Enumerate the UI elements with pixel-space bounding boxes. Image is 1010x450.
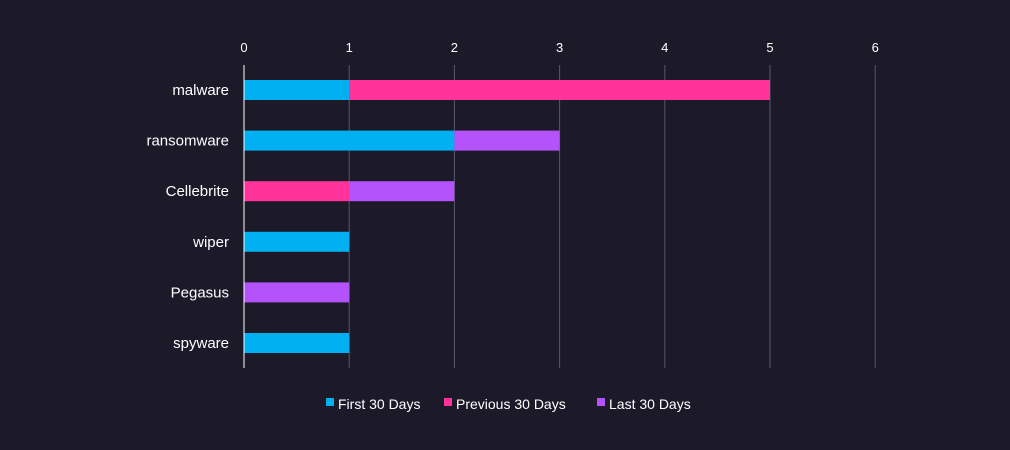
category-label: Cellebrite <box>166 183 229 200</box>
bar-malware-series-1 <box>244 80 350 100</box>
bars <box>244 80 770 353</box>
legend-swatch <box>444 398 452 406</box>
category-label: malware <box>172 82 229 99</box>
x-tick-label: 1 <box>346 40 353 55</box>
category-label: wiper <box>192 234 229 251</box>
bar-cellebrite-series-2 <box>244 181 350 202</box>
legend: First 30 Days Previous 30 Days Last 30 Day… <box>326 396 691 412</box>
x-tick-label: 2 <box>451 40 458 55</box>
x-axis-ticks: 0 1 2 3 4 5 6 <box>240 40 878 55</box>
bar-ransomware-series-3 <box>454 130 560 151</box>
bar-ransomware-series-1 <box>244 130 455 151</box>
bar-wiper-series-1 <box>244 231 350 252</box>
legend-label: Last 30 Days <box>609 396 691 412</box>
category-label: spyware <box>173 335 229 352</box>
x-tick-label: 5 <box>766 40 773 55</box>
legend-swatch <box>597 398 605 406</box>
x-tick-label: 4 <box>661 40 668 55</box>
bar-spyware-series-1 <box>244 333 350 353</box>
y-axis-categories: malware ransomware Cellebrite wiper Pegasus s… <box>146 82 229 352</box>
x-tick-label: 6 <box>872 40 879 55</box>
x-tick-label: 3 <box>556 40 563 55</box>
bar-cellebrite-series-3 <box>349 181 455 202</box>
category-label: ransomware <box>146 133 229 150</box>
bar-pegasus-series-3 <box>244 282 350 303</box>
x-tick-label: 0 <box>240 40 247 55</box>
legend-label: Previous 30 Days <box>456 396 566 412</box>
gridlines <box>348 65 876 368</box>
legend-label: First 30 Days <box>338 396 420 412</box>
category-label: Pegasus <box>171 284 229 301</box>
bar-malware-series-2 <box>349 80 770 100</box>
legend-swatch <box>326 398 334 406</box>
